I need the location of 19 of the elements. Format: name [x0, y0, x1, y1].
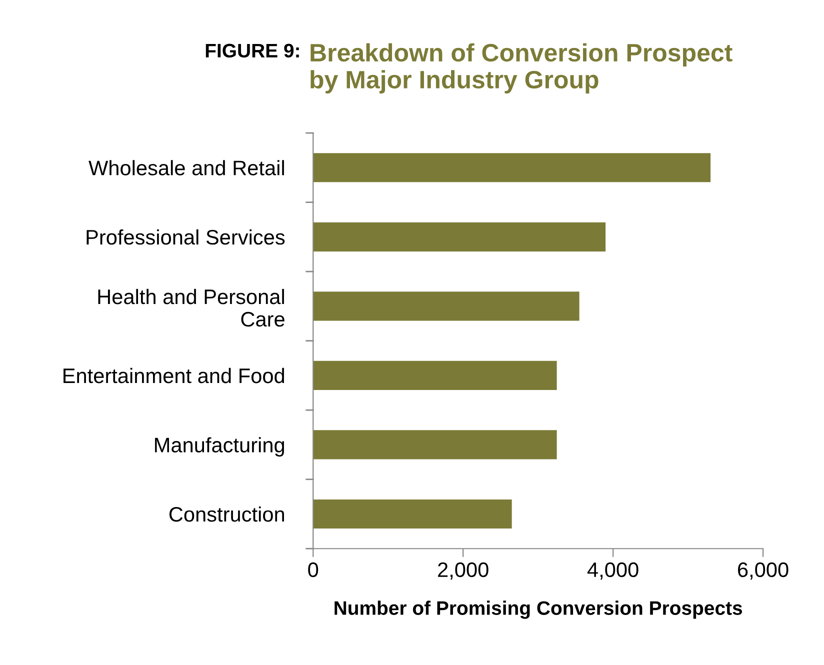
x-tick-label: 6,000 — [738, 562, 788, 580]
x-tick-label: 2,000 — [438, 562, 488, 580]
chart-title: Breakdown of Conversion Prospect by Major Industry Group — [310, 43, 732, 94]
y-tick-label: Health and Personal Care — [98, 288, 284, 327]
y-tick-label: Wholesale and Retail — [88, 160, 284, 176]
bar — [313, 430, 557, 460]
y-tick-label: Entertainment and Food — [64, 368, 284, 384]
y-tick-label: Manufacturing — [155, 437, 284, 457]
bar — [313, 499, 512, 529]
bar — [313, 360, 557, 390]
bar — [313, 292, 580, 321]
bar — [313, 153, 711, 182]
y-tick-label: Construction — [169, 506, 284, 522]
x-tick-label: 4,000 — [587, 562, 638, 580]
y-tick-label: Professional Services — [86, 229, 285, 245]
x-tick-label: 0 — [308, 562, 318, 578]
caption: FIGURE 9: — [206, 44, 299, 58]
bar — [313, 222, 606, 252]
x-axis-title: Number of Promising Conversion Prospects — [334, 600, 742, 619]
